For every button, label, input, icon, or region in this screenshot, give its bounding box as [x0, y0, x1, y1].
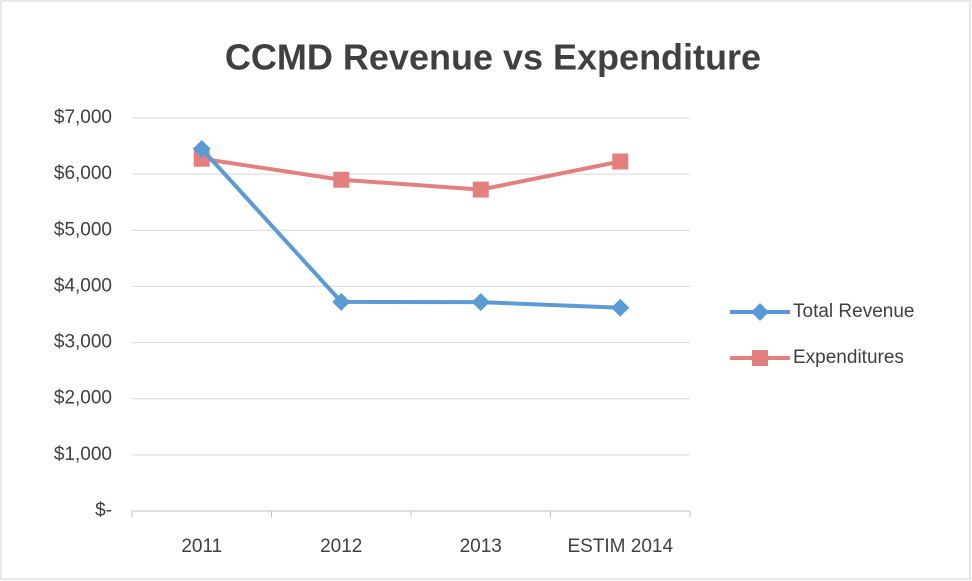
y-tick-label: $- — [95, 500, 112, 521]
y-tick-label: $7,000 — [54, 107, 112, 128]
x-tick-label: 2013 — [460, 536, 502, 557]
y-tick-label: $5,000 — [54, 219, 112, 240]
series-line — [200, 147, 621, 310]
y-tick-label: $1,000 — [54, 444, 112, 465]
y-tick-label: $3,000 — [54, 332, 112, 353]
data-point — [333, 171, 350, 188]
data-point — [472, 181, 489, 198]
legend-label: Expenditures — [793, 347, 904, 368]
data-point — [471, 293, 490, 312]
data-point — [611, 298, 630, 317]
chart-title: CCMD Revenue vs Expenditure — [225, 37, 761, 78]
data-point — [612, 153, 629, 170]
data-point — [332, 292, 351, 311]
y-tick-label: $6,000 — [54, 163, 112, 184]
series-line — [201, 156, 621, 192]
legend-label: Total Revenue — [793, 301, 914, 322]
legend-marker — [752, 350, 768, 366]
y-tick-label: $4,000 — [54, 275, 112, 296]
y-tick-label: $2,000 — [54, 388, 112, 409]
x-tick-label: 2012 — [320, 536, 362, 557]
x-tick-label: 2011 — [181, 536, 222, 557]
data-point — [192, 139, 211, 158]
legend-marker — [751, 303, 769, 321]
x-tick-label: ESTIM 2014 — [567, 536, 673, 557]
